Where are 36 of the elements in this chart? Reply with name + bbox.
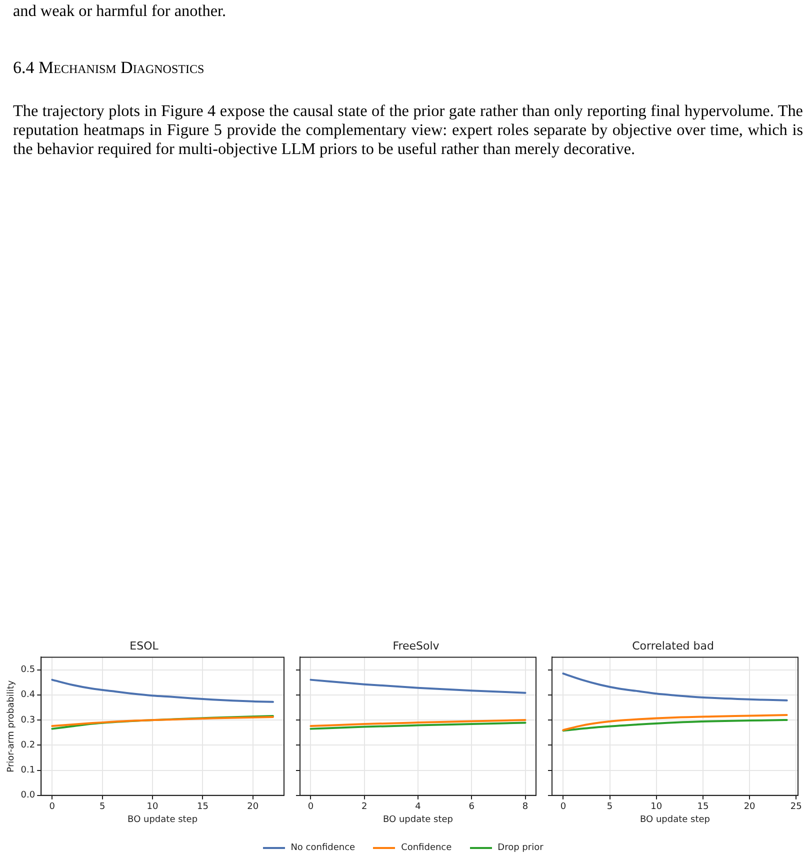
x-tick-label: 8 [522,802,528,812]
x-tick-label: 6 [468,802,475,812]
y-axis-title: Prior-arm probability [6,680,17,772]
x-tick-label: 0 [49,802,56,812]
chart-title: Correlated bad [632,639,714,652]
x-tick-label: 25 [790,802,802,812]
legend-label: Drop prior [498,842,544,855]
x-axis-title: BO update step [128,814,198,825]
x-axis-title: BO update step [382,814,454,825]
x-tick-label: 4 [415,802,422,812]
x-tick-label: 5 [99,802,106,812]
text: and weak or harmful for another. [13,2,228,21]
x-tick-label: 10 [146,802,159,812]
x-tick-label: 5 [606,802,613,812]
text: 6.4 Mechanism Diagnostics [13,58,206,77]
y-tick-label: 0.5 [20,665,36,676]
y-tick-label: 0.1 [20,766,36,776]
chart-title: ESOL [130,639,160,652]
x-tick-label: 0 [560,802,566,812]
x-tick-label: 15 [697,802,709,812]
y-tick-label: 0.0 [20,790,36,801]
x-tick-label: 2 [361,802,368,812]
y-tick-label: 0.2 [20,740,36,750]
y-tick-label: 0.3 [20,715,36,726]
text: The trajectory plots in Figure 4 expose the causal state of the prior gate rather than only reporting final hypervolume. The reputation heatmaps in Figure 5 provide the complementary view: expert roles separate by objective over time, which is the behavior required for multi-objective LLM priors to be useful rather than merely decorative. [13,102,803,159]
y-tick-label: 0.4 [20,690,36,700]
x-tick-label: 20 [744,802,756,812]
x-tick-label: 0 [308,802,314,812]
chart-title: FreeSolv [392,639,440,652]
legend-label: Confidence [401,842,452,855]
x-tick-label: 10 [650,802,662,812]
x-tick-label: 20 [247,802,259,812]
legend-label: No confidence [290,842,356,855]
x-tick-label: 15 [196,802,208,812]
line-series [51,678,274,703]
x-axis-title: BO update step [640,814,710,825]
